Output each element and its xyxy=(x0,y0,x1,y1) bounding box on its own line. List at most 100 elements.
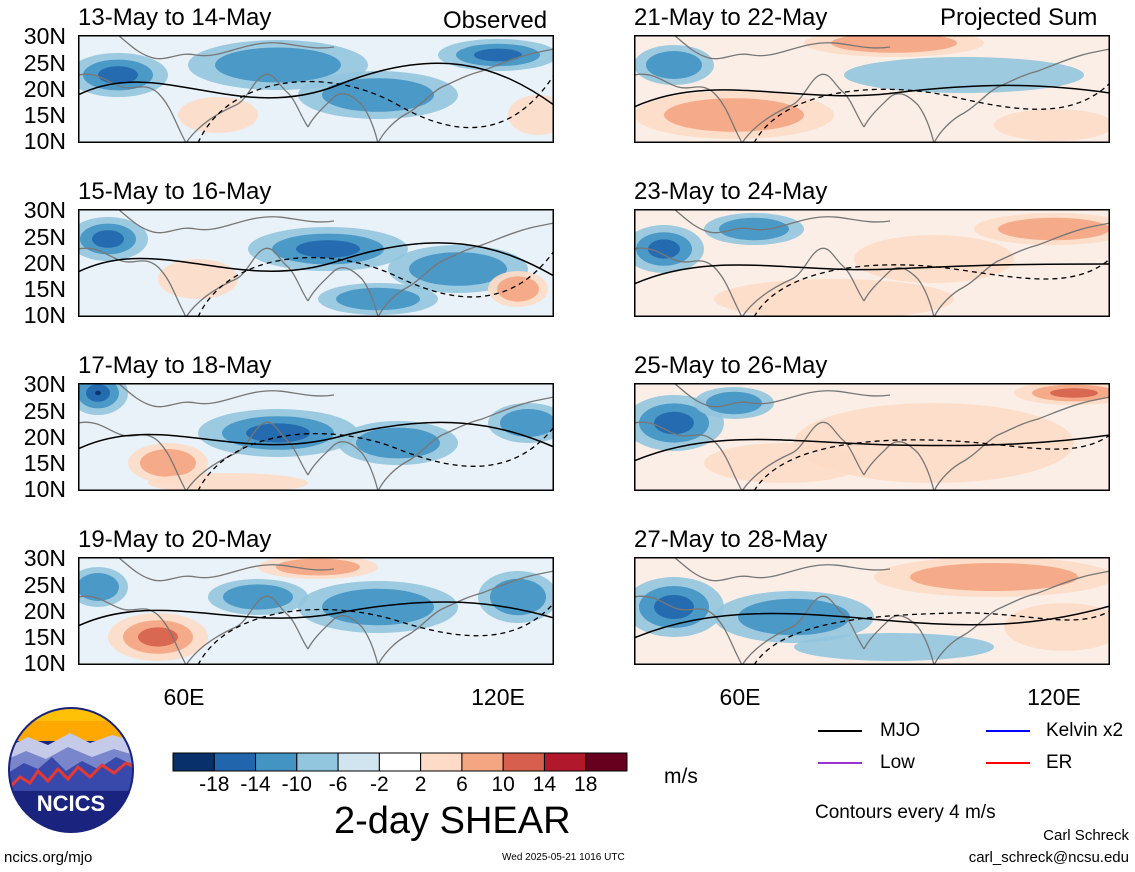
shear-shading xyxy=(508,95,554,135)
author-email[interactable]: carl_schreck@ncsu.edu xyxy=(968,849,1129,866)
map-canvas xyxy=(78,557,554,665)
coastline xyxy=(634,595,743,665)
colorbar-tick-label: 10 xyxy=(491,773,515,796)
colorbar-swatch xyxy=(255,752,298,772)
shear-shading xyxy=(500,409,554,437)
lon-label-right-120e: 120E xyxy=(1027,684,1081,710)
panel-frame xyxy=(634,557,1110,665)
coastline xyxy=(933,570,1110,665)
shear-shading xyxy=(95,390,101,396)
legend-label-low: Low xyxy=(880,752,915,773)
coastline xyxy=(117,35,335,60)
panel-title-projected-2: 23-May to 24-May xyxy=(634,178,828,205)
map-canvas xyxy=(78,209,554,317)
shear-shading xyxy=(794,633,994,661)
legend-label-er: ER xyxy=(1046,752,1073,773)
panel-title-observed-3: 17-May to 18-May xyxy=(78,352,272,379)
shear-shading xyxy=(138,627,178,647)
shear-shading xyxy=(158,259,238,299)
mjo-contour-positive xyxy=(78,601,554,627)
panel-frame xyxy=(78,35,554,143)
shear-shading xyxy=(994,109,1110,141)
shear-shading xyxy=(246,423,310,443)
lon-label-right-60e: 60E xyxy=(719,684,761,710)
colorbar-tick-label: 14 xyxy=(532,773,557,796)
coastline xyxy=(377,48,554,143)
coastline xyxy=(933,396,1110,491)
coastline xyxy=(185,247,309,317)
map-canvas xyxy=(634,209,1110,317)
shear-shading xyxy=(140,449,196,477)
coastline xyxy=(741,595,865,665)
mjo-contour-negative xyxy=(197,250,554,317)
panel-title-observed-2: 15-May to 16-May xyxy=(78,178,272,205)
coastline xyxy=(307,93,379,143)
shear-shading xyxy=(98,66,138,84)
coastline xyxy=(634,421,743,491)
mjo-contour-positive xyxy=(78,421,554,450)
lon-label-left-60e: 60E xyxy=(163,684,205,710)
colorbar-swatch xyxy=(420,752,463,772)
shear-shading xyxy=(474,48,522,62)
shear-shading xyxy=(648,239,680,259)
mjo-contour-negative xyxy=(753,258,1110,317)
lat-label: 25N xyxy=(23,398,66,424)
colorbar-tick-label: 2 xyxy=(414,773,427,796)
mjo-contour-negative xyxy=(197,602,554,665)
lat-label: 25N xyxy=(23,572,66,598)
lat-label: 15N xyxy=(23,276,66,302)
mjo-contour-positive xyxy=(78,242,554,277)
coastline xyxy=(933,48,1110,143)
colorbar-tick-label: 18 xyxy=(574,773,598,796)
colorbar-units: m/s xyxy=(664,765,698,788)
shear-shading xyxy=(409,252,507,286)
shear-shading xyxy=(215,47,341,83)
mjo-contour-positive xyxy=(634,263,1110,285)
lat-label: 30N xyxy=(23,197,66,223)
colorbar-swatch xyxy=(172,752,215,772)
site-url[interactable]: ncics.org/mjo xyxy=(4,849,93,866)
coastline xyxy=(634,73,743,143)
shear-shading xyxy=(738,598,850,636)
colorbar-tick-label: 6 xyxy=(456,773,468,796)
lat-label: 20N xyxy=(23,250,66,276)
shear-shading xyxy=(276,558,360,576)
coastline xyxy=(78,73,187,143)
map-canvas xyxy=(634,557,1110,665)
legend-label-mjo: MJO xyxy=(880,720,921,741)
lat-label: 20N xyxy=(23,424,66,450)
coastline xyxy=(78,247,187,317)
map-panel-observed-3 xyxy=(78,383,554,491)
colorbar-tick-label: -6 xyxy=(328,773,348,796)
lat-label: 10N xyxy=(23,476,66,502)
shear-shading xyxy=(223,584,293,610)
colorbar-swatch xyxy=(585,752,628,772)
panel-title-projected-3: 25-May to 26-May xyxy=(634,352,828,379)
author-name: Carl Schreck xyxy=(1043,827,1129,844)
coastline xyxy=(673,383,891,408)
shear-shading xyxy=(664,98,804,132)
lat-label: 20N xyxy=(23,76,66,102)
coastline xyxy=(673,35,891,60)
colorbar-tick-label: -10 xyxy=(281,773,312,796)
lat-label: 20N xyxy=(23,598,66,624)
coastline xyxy=(863,93,935,143)
ncics-logo: NCICS xyxy=(8,707,134,833)
colorbar-swatch xyxy=(502,752,545,772)
shear-shading xyxy=(356,427,440,459)
colorbar-title: 2-day SHEAR xyxy=(334,800,571,842)
shear-shading xyxy=(854,235,1014,283)
lat-label: 30N xyxy=(23,371,66,397)
coastline xyxy=(741,247,865,317)
lat-label: 10N xyxy=(23,302,66,328)
panel-title-projected-1: 21-May to 22-May xyxy=(634,4,828,31)
coastline xyxy=(185,595,309,665)
legend-line-low xyxy=(818,762,862,764)
legend-line-er xyxy=(986,762,1030,764)
colorbar-swatch xyxy=(461,752,504,772)
coastline xyxy=(377,570,554,665)
colorbar-tick-label: -2 xyxy=(370,773,389,796)
shear-shading xyxy=(336,287,420,311)
coastline xyxy=(741,421,865,491)
panel-frame xyxy=(78,383,554,491)
